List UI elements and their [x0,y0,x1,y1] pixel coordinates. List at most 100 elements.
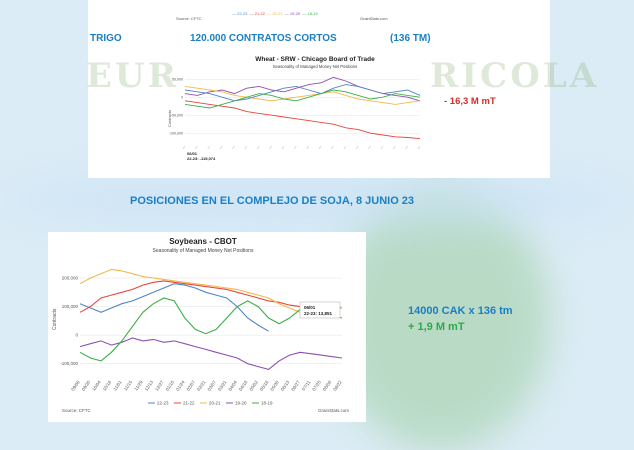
x-tick [331,145,334,150]
wheat-x-ticks [182,145,421,150]
x-tick [232,145,235,150]
legend-label: 18-19 [261,401,273,406]
x-tick [405,145,408,150]
x-tick [294,145,297,150]
x-tick [257,145,260,150]
soy-annotation-delta: + 1,9 M mT [408,321,465,333]
series-line-18-19 [184,89,421,109]
x-tick-label: 08/08 [322,379,333,391]
x-tick-label: 10/18 [102,379,113,391]
y-tick-label: 100,000 [62,304,79,309]
x-tick-label: 09/06 [70,379,81,391]
x-tick [355,145,359,150]
x-tick-label: 05/02 [248,379,259,391]
series-line-18-19 [79,297,343,362]
y-tick-label: -100,000 [169,132,183,136]
y-tick-label: 0 [181,96,183,100]
y-tick-label: 0 [75,333,78,338]
x-tick-label: 03/21 [217,379,228,391]
x-tick-label: 12/27 [154,379,165,391]
y-tick-label: 50,000 [172,78,183,82]
legend-label: 20-21 [209,401,221,406]
series-line-20-21 [79,268,343,316]
crop-label: TRIGO [90,33,122,44]
x-tick-label: 01/10 [165,379,176,391]
soy-credit: GrainStats.com [318,408,349,413]
wheat-top-credit: GrainStats.com [360,16,388,21]
x-tick [318,145,322,150]
soy-callout: 06/01 22-23: 13,851 [299,301,341,319]
x-tick-label: 02/07 [186,379,197,391]
tonnes-label: (136 TM) [390,33,431,44]
watermark-left: EUR [86,56,179,96]
series-line-21-22 [79,280,343,313]
contracts-label: 120.000 CONTRATOS CORTOS [190,33,337,44]
series-line-19-20 [184,84,421,102]
x-tick-label: 07/25 [311,379,322,391]
y-tick-label: 200,000 [62,276,79,281]
soy-chart-title: Soybeans - CBOT [169,237,237,246]
wheat-gridlines: 50,000 0 -50,000 -100,000 [169,78,420,136]
wheat-series-lines [184,76,421,140]
x-tick-label: 08/22 [332,379,343,391]
x-tick-label: 02/21 [196,379,207,391]
x-tick-label: 11/29 [133,379,144,391]
x-tick-label: 10/04 [91,379,102,391]
soy-panel [48,232,366,422]
wheat-delta: - 16,3 M mT [444,96,496,107]
soy-legend: 22-23 21-22 20-21 19-20 18-19 [148,401,273,406]
y-tick-label: -50,000 [171,114,183,118]
x-tick-label: 03/07 [207,379,218,391]
x-tick [393,145,396,150]
x-tick-label: 12/13 [144,379,155,391]
x-tick [368,145,371,150]
series-line-19-20 [79,337,343,371]
soy-gridlines: 200,000 100,000 0 -100,000 [60,276,342,366]
soy-callout-date: 06/01 [304,305,316,310]
x-tick-label: 05/30 [269,379,280,391]
x-tick-label: 04/18 [238,379,249,391]
wheat-legend-strip: — 22-23 — 21-22 — 20-21 — 19-20 — 18-19 [232,11,318,16]
wheat-panel [88,0,550,178]
x-tick [195,145,198,150]
soy-annotation-contracts: 14000 CAK x 136 tm [408,305,513,317]
x-tick-label: 06/27 [290,379,301,391]
series-line-22-23 [184,100,421,140]
wheat-chart-subtitle: Seasonality of Managed Money Net Positio… [273,64,358,69]
soy-heading: POSICIONES EN EL COMPLEJO DE SOJA, 8 JUN… [130,195,415,207]
x-tick [343,145,346,150]
legend-label: 22-23 [157,401,169,406]
y-tick-label: -100,000 [60,361,78,366]
wheat-latest-value: 22-23: -115,074 [187,156,216,161]
wheat-top-source: Source: CFTC [176,16,202,21]
series-line-20-21 [184,85,421,105]
background-glow-green [330,190,550,450]
x-tick [380,145,384,150]
wheat-y-axis-label: Contracts [167,110,172,127]
legend-label: 21-22 [183,401,195,406]
watermark-right: RICOLA [430,56,600,96]
soy-series-lines [79,268,343,371]
soy-source: Source: CFTC [62,408,92,413]
x-tick [182,145,186,150]
x-tick-label: 01/24 [175,379,186,391]
soy-y-axis-label: Contracts [52,308,58,330]
x-tick [219,145,223,150]
wheat-chart: Wheat - SRW - Chicago Board of Trade Sea… [167,56,421,161]
background-glow-blue [0,170,634,230]
soy-chart-subtitle: Seasonality of Managed Money Net Positio… [153,248,254,254]
x-tick-label: 07/11 [301,379,312,391]
x-tick-label: 05/16 [259,379,270,391]
x-tick [281,145,285,150]
x-tick-label: 06/13 [280,379,291,391]
x-tick [207,145,210,150]
soy-x-ticks: 09/06 09/20 10/04 10/18 11/01 11/15 11/29 12/13… [70,379,343,391]
wheat-latest-date: 06/01 [187,151,198,156]
x-tick-label: 09/20 [81,379,92,391]
legend-label: 19-20 [235,401,247,406]
soy-callout-value: 22-23: 13,851 [304,311,333,316]
x-tick-label: 11/01 [112,379,123,391]
x-tick-label: 04/04 [227,379,238,391]
x-tick [244,145,248,150]
x-tick [269,145,272,150]
